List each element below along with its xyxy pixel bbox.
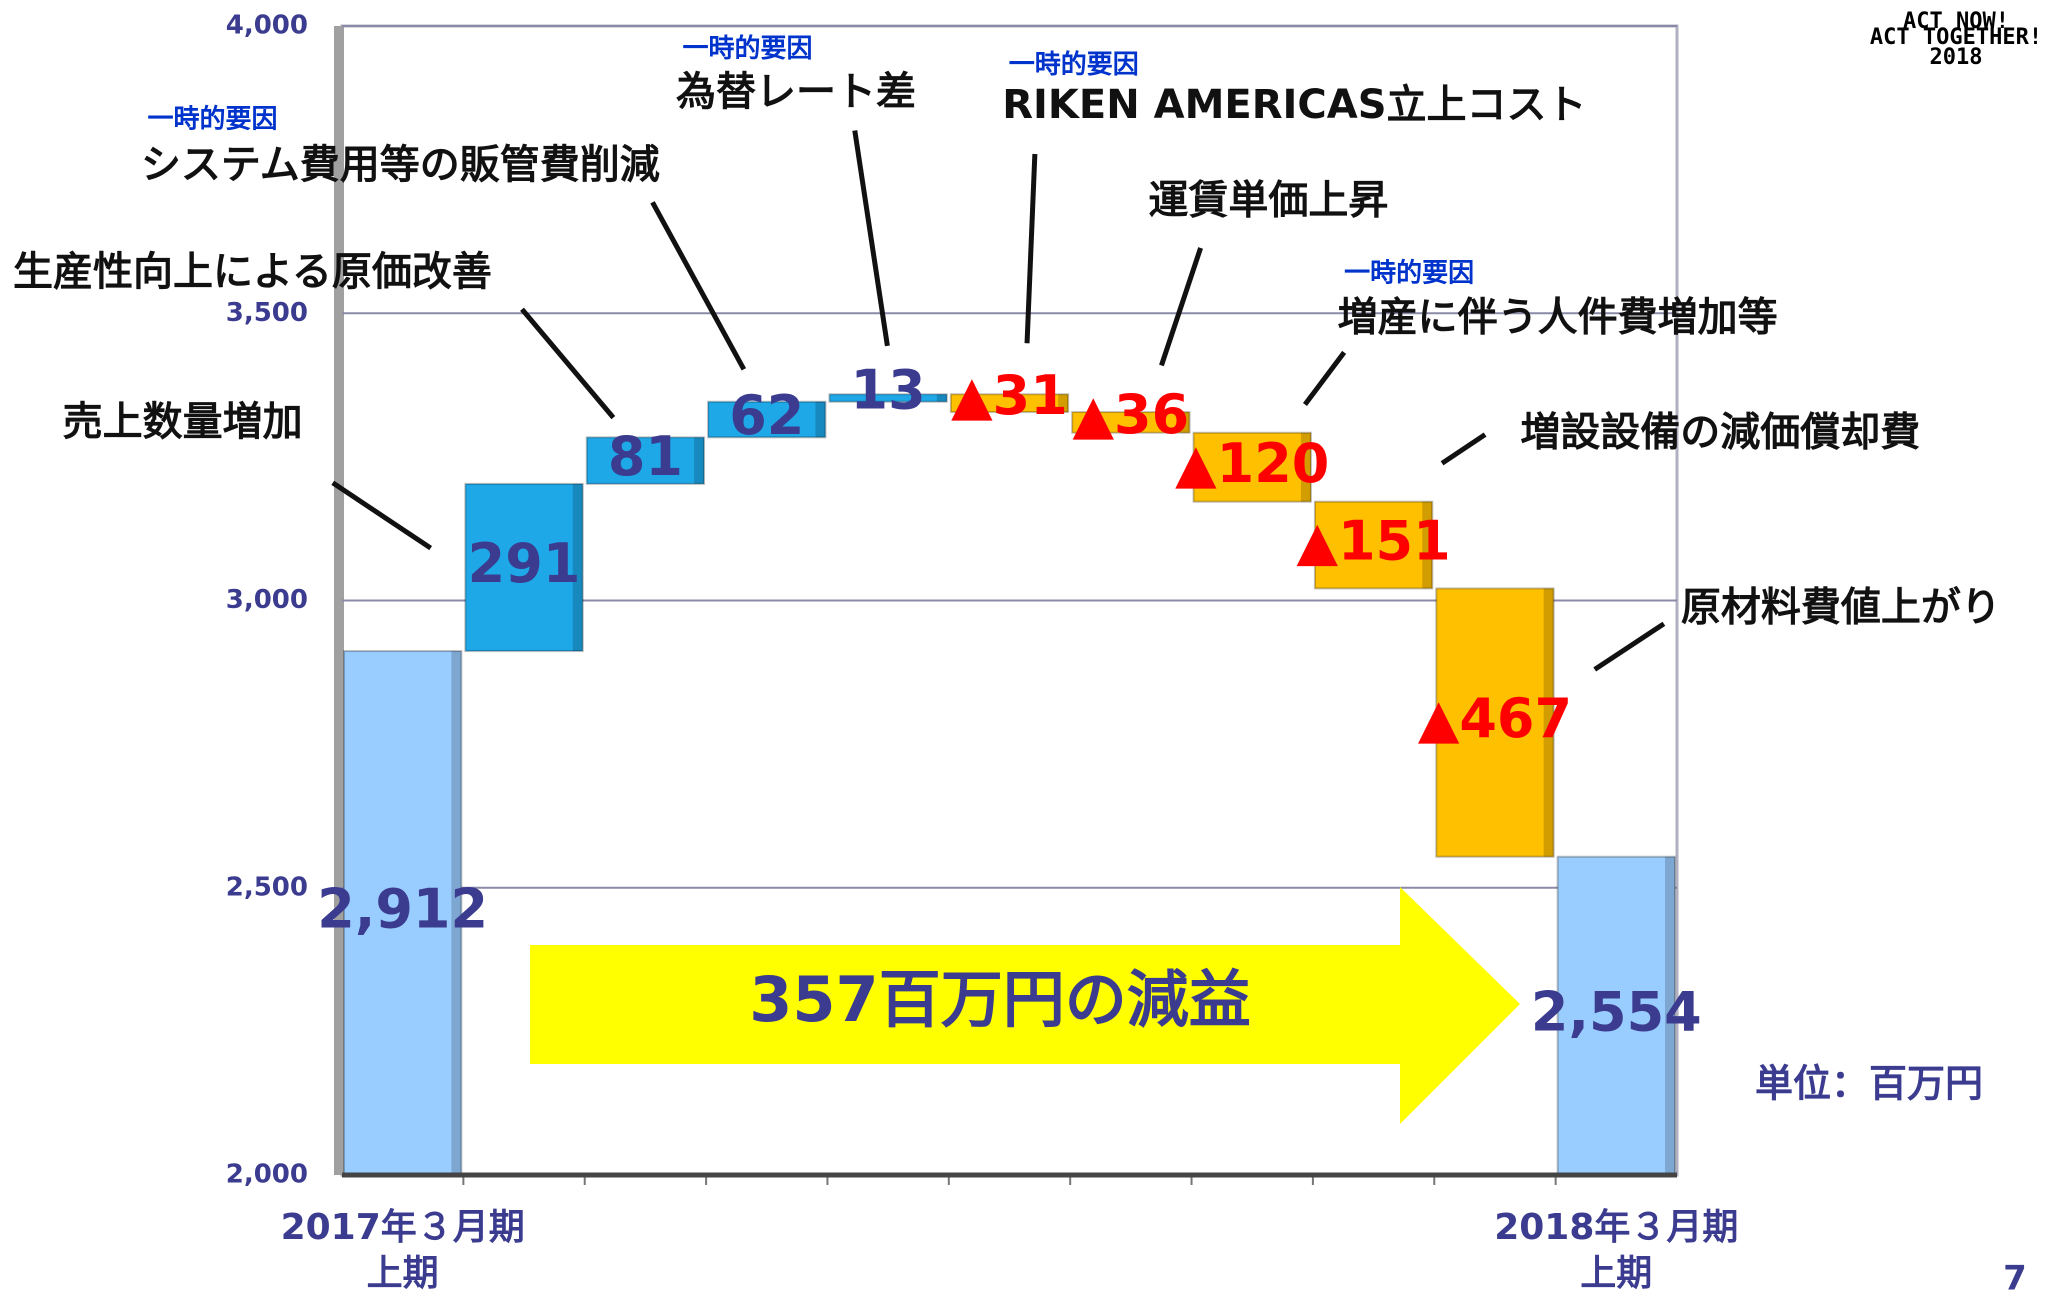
- value-label: 62: [729, 384, 804, 447]
- leader-line: [331, 480, 433, 551]
- value-label: 13: [851, 359, 926, 422]
- bar-side: [936, 394, 947, 402]
- y-tick-label: 4,000: [226, 11, 308, 41]
- bar-side: [1422, 501, 1433, 589]
- leader-line: [650, 201, 747, 371]
- bar: [1313, 500, 1434, 590]
- y-tick-label: 3,500: [226, 298, 308, 328]
- value-label: 2,912: [317, 878, 488, 941]
- leader-line: [520, 307, 616, 420]
- bar: [464, 482, 584, 653]
- bar-side: [815, 401, 826, 438]
- bar-side: [1300, 432, 1311, 502]
- bar: [1435, 587, 1555, 858]
- leader-line: [852, 130, 890, 347]
- leader-line: [1440, 432, 1487, 466]
- arrow: [530, 887, 1520, 1124]
- bar-side: [572, 483, 583, 652]
- value-label: ▲467: [1418, 687, 1572, 750]
- leader-line: [1593, 621, 1666, 672]
- logo-line: ACT TOGETHER!: [1870, 25, 2042, 50]
- bar: [707, 400, 827, 439]
- logo-line: 2018: [1930, 45, 1983, 70]
- bar: [585, 436, 706, 485]
- value-label: 2,554: [1531, 981, 1702, 1044]
- logo-line: ACT NOW!: [1903, 9, 2009, 34]
- unit-label: 単位：百万円: [1755, 1062, 1983, 1106]
- bar-side: [1543, 588, 1554, 857]
- bar-side: [694, 437, 705, 484]
- factor-tag: 一時的要因: [683, 33, 813, 64]
- factor-tag: 一時的要因: [147, 104, 277, 135]
- factor-label: 増産に伴う人件費増加等: [1338, 295, 1778, 341]
- bar-side: [1179, 412, 1190, 433]
- factor-label: システム費用等の販管費削減: [141, 142, 660, 188]
- axis-wall: [334, 26, 344, 1175]
- bar: [1071, 411, 1191, 434]
- bar-side: [1058, 394, 1069, 413]
- page-number: 7: [2003, 1259, 2027, 1298]
- factor-label: 運賃単価上昇: [1148, 177, 1388, 223]
- value-label: ▲31: [951, 364, 1068, 427]
- bar: [949, 393, 1070, 414]
- leader-line: [1303, 350, 1347, 407]
- arrow-text: 357百万円の減益: [749, 963, 1250, 1036]
- y-tick-label: 2,000: [226, 1160, 308, 1190]
- factor-label: 売上数量増加: [63, 399, 303, 445]
- bar: [1556, 855, 1676, 1176]
- value-label: 291: [468, 532, 581, 595]
- factor-label: 生産性向上による原価改善: [13, 249, 492, 295]
- bar: [1192, 431, 1312, 503]
- factor-tag: 一時的要因: [1009, 49, 1139, 80]
- factor-label: 増設設備の減価償却費: [1520, 410, 1920, 456]
- factor-label: 原材料費値上がり: [1681, 584, 2001, 630]
- factor-label: RIKEN AMERICAS立上コスト: [1002, 82, 1586, 128]
- value-label: 81: [608, 425, 683, 488]
- value-label: ▲151: [1296, 510, 1450, 573]
- y-tick-label: 3,000: [226, 585, 308, 615]
- x-tick-label: 2018年３月期 上期: [1494, 1207, 1739, 1294]
- value-label: ▲120: [1175, 432, 1329, 495]
- bar-side: [451, 651, 462, 1175]
- leader-line: [1159, 247, 1203, 367]
- x-tick-label: 2017年３月期 上期: [280, 1207, 525, 1294]
- factor-label: 為替レート差: [676, 69, 916, 115]
- bar-side: [1665, 856, 1675, 1175]
- leader-line: [1024, 153, 1038, 344]
- value-label: ▲36: [1073, 383, 1190, 446]
- factor-tag: 一時的要因: [1344, 258, 1474, 289]
- y-tick-label: 2,500: [226, 872, 308, 902]
- bar: [828, 393, 948, 403]
